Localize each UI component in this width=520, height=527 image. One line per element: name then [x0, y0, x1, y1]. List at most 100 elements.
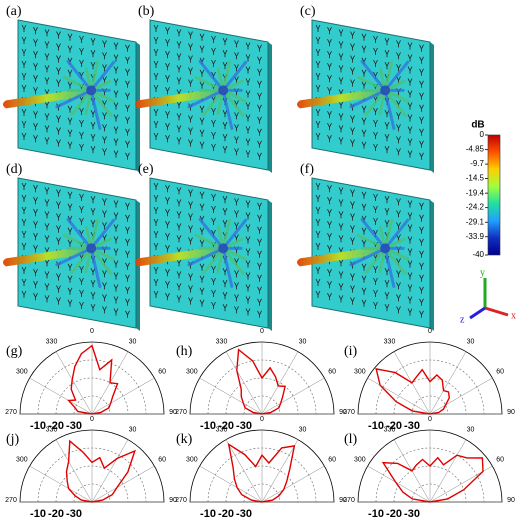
element-mark	[176, 223, 182, 231]
element-mark	[165, 185, 170, 193]
element-mark	[113, 248, 119, 256]
element-mark	[176, 187, 182, 195]
element-mark	[102, 306, 107, 314]
element-mark	[56, 67, 61, 75]
main-lobe	[135, 245, 224, 267]
element-mark	[33, 197, 38, 205]
element-mark	[125, 68, 130, 76]
element-mark	[384, 146, 390, 154]
element-mark	[199, 69, 205, 77]
element-mark	[153, 194, 159, 202]
side-lobe	[221, 246, 245, 275]
side-lobe	[356, 75, 387, 92]
element-mark	[384, 50, 390, 58]
polar-frame	[357, 429, 503, 503]
element-mark	[102, 282, 107, 290]
element-mark	[373, 107, 378, 115]
element-mark	[419, 116, 424, 124]
element-mark	[79, 277, 84, 285]
element-mark	[315, 266, 321, 274]
r-tick-label: -30	[404, 508, 420, 520]
element-mark	[211, 277, 216, 285]
element-mark	[102, 124, 107, 132]
element-mark	[234, 112, 239, 120]
element-mark	[90, 280, 96, 288]
element-mark	[222, 268, 228, 276]
element-mark	[113, 272, 119, 280]
element-mark	[176, 137, 182, 145]
element-mark	[373, 277, 378, 285]
angle-tick-label: 30	[467, 339, 475, 346]
element-mark	[245, 236, 251, 244]
element-mark	[419, 152, 424, 160]
angle-tick-label: 300	[354, 456, 366, 463]
element-mark	[176, 101, 182, 109]
element-mark	[234, 198, 239, 206]
element-mark	[419, 128, 424, 136]
angle-tick-label: 90	[339, 497, 347, 504]
polar-spoke	[261, 439, 299, 503]
element-mark	[113, 260, 119, 268]
angle-tick-label: 0	[428, 328, 432, 335]
element-mark	[315, 108, 321, 116]
element-mark	[188, 297, 193, 305]
element-mark	[222, 280, 228, 288]
angle-tick-label: 330	[216, 427, 228, 434]
element-mark	[384, 268, 390, 276]
element-mark	[21, 242, 27, 250]
element-mark	[384, 122, 390, 130]
element-mark	[257, 104, 262, 112]
element-mark	[327, 27, 332, 35]
polar-spoke	[367, 377, 431, 415]
panel-label: (b)	[138, 4, 155, 19]
element-mark	[33, 281, 38, 289]
element-mark	[21, 36, 27, 44]
element-mark	[102, 222, 107, 230]
element-mark	[338, 235, 344, 243]
element-mark	[199, 33, 205, 41]
element-mark	[234, 294, 239, 302]
element-mark	[315, 24, 321, 32]
element-mark	[199, 191, 205, 199]
element-mark	[419, 214, 424, 222]
element-mark	[44, 199, 50, 207]
element-mark	[361, 33, 367, 41]
element-mark	[396, 148, 401, 156]
element-mark	[113, 212, 119, 220]
element-mark	[165, 135, 170, 143]
element-mark	[407, 236, 413, 244]
element-mark	[407, 78, 413, 86]
element-mark	[257, 92, 262, 100]
element-mark	[245, 248, 251, 256]
element-mark	[125, 116, 130, 124]
r-tick-label: -10	[368, 420, 384, 432]
r-tick-label: -30	[66, 420, 82, 432]
element-mark	[67, 263, 73, 271]
element-mark	[315, 120, 321, 128]
element-mark	[315, 230, 321, 238]
element-mark	[67, 275, 73, 283]
element-mark	[234, 124, 239, 132]
colorbar-tick-label: -40	[472, 250, 484, 259]
element-mark	[407, 284, 413, 292]
element-mark	[176, 199, 182, 207]
element-mark	[384, 134, 390, 142]
element-mark	[113, 114, 119, 122]
r-tick-label: -10	[30, 420, 46, 432]
element-mark	[396, 198, 401, 206]
element-mark	[327, 233, 332, 241]
element-mark	[188, 189, 193, 197]
panel-label: (j)	[6, 432, 20, 447]
element-mark	[361, 287, 367, 295]
angle-tick-label: 270	[175, 409, 187, 416]
element-mark	[44, 271, 50, 279]
element-mark	[188, 273, 193, 281]
element-mark	[361, 129, 367, 137]
angle-tick-label: 330	[46, 427, 58, 434]
element-mark	[245, 296, 251, 304]
element-mark	[396, 64, 401, 72]
axis-z-label: z	[460, 314, 465, 325]
side-lobe	[202, 246, 225, 275]
element-mark	[199, 299, 205, 307]
colorbar-tick-label: -14.5	[466, 174, 485, 183]
